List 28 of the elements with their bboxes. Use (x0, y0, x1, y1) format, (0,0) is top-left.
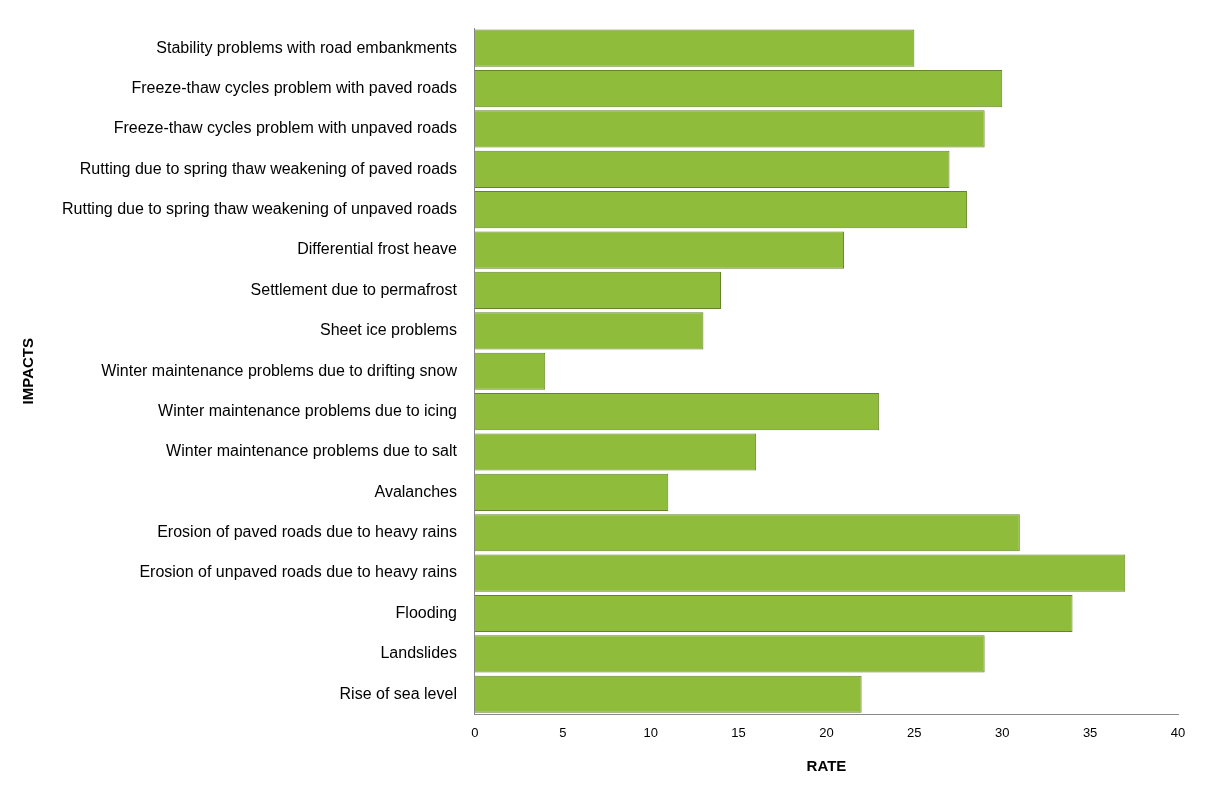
y-tick-label: Freeze-thaw cycles problem with unpaved roads (113, 119, 457, 137)
y-tick-label: Differential frost heave (297, 240, 458, 258)
x-tick-label: 35 (1082, 724, 1098, 740)
x-tick-label: 30 (995, 724, 1010, 740)
y-tick-label: Avalanches (374, 482, 457, 500)
y-tick-label: Landslides (380, 644, 457, 662)
x-tick-label: 40 (1170, 724, 1186, 740)
y-tick-label: Freeze-thaw cycles problem with paved roads (131, 78, 457, 96)
x-tick-label: 15 (731, 724, 746, 740)
y-tick-label: Rutting due to spring thaw weakening of paved roads (79, 159, 457, 177)
y-tick-label: Rise of sea level (339, 684, 457, 702)
y-tick-label: Winter maintenance problems due to icing (158, 401, 457, 419)
x-tick-label: 25 (907, 724, 922, 740)
y-tick-label: Erosion of unpaved roads due to heavy rains (139, 563, 457, 581)
y-tick-label: Settlement due to permafrost (250, 280, 458, 298)
y-tick-label: Flooding (395, 603, 457, 621)
x-tick-label: 5 (559, 724, 567, 740)
y-tick-label: Sheet ice problems (319, 321, 457, 339)
x-tick-label: 20 (819, 724, 834, 740)
y-tick-label: Erosion of paved roads due to heavy rains (157, 523, 457, 541)
y-tick-label: Stability problems with road embankments (156, 38, 457, 56)
y-axis-title: IMPACTS (19, 338, 37, 405)
y-tick-label: Winter maintenance problems due to drifting snow (101, 361, 458, 379)
y-tick-label: Winter maintenance problems due to salt (166, 442, 458, 460)
x-tick-label: 0 (471, 724, 479, 740)
y-tick-label: Rutting due to spring thaw weakening of unpaved roads (61, 200, 457, 218)
x-axis-title: RATE (806, 757, 847, 775)
x-tick-label: 10 (643, 724, 658, 740)
